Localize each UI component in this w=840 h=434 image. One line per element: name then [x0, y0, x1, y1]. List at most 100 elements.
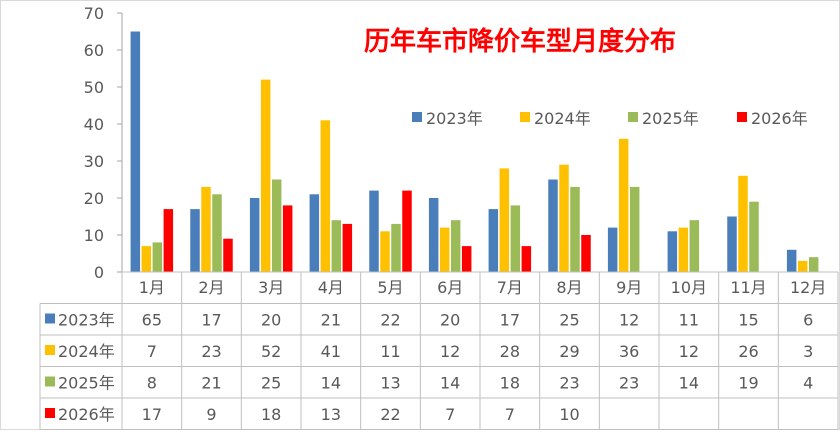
table-data-label: 3 [803, 342, 813, 361]
table-data-label: 17 [142, 405, 162, 424]
bar [488, 209, 499, 272]
bar [450, 220, 461, 272]
table-data-label: 29 [559, 342, 579, 361]
legend-swatch [520, 112, 530, 122]
table-series-swatch [45, 313, 55, 324]
table-data-label: 20 [261, 311, 281, 330]
table-data-label: 4 [803, 374, 813, 393]
y-tick-label: 0 [94, 263, 104, 282]
bar [559, 164, 569, 272]
table-category-label: 3月 [258, 278, 284, 297]
legend-label: 2025年 [642, 109, 699, 128]
table-series-label: 2024年 [58, 342, 115, 361]
table-category-label: 1月 [139, 278, 165, 297]
table-data-label: 26 [738, 342, 758, 361]
bar [260, 79, 271, 272]
bar [152, 242, 163, 272]
table-category-label: 2月 [198, 278, 224, 297]
table-data-label: 12 [679, 342, 699, 361]
bars-group [130, 31, 819, 272]
legend-swatch [628, 112, 638, 122]
table-data-label: 23 [619, 374, 639, 393]
bar [618, 138, 629, 272]
table-category-label: 4月 [318, 278, 344, 297]
bar [797, 260, 808, 272]
table-data-label: 17 [201, 311, 221, 330]
bar [428, 198, 439, 272]
y-tick-label: 20 [84, 189, 104, 208]
table-data-label: 10 [559, 405, 579, 424]
table-data-label: 7 [505, 405, 515, 424]
bar [689, 220, 700, 272]
bar [271, 179, 282, 272]
table-data-label: 21 [321, 311, 341, 330]
bar [223, 238, 233, 272]
bar [678, 227, 689, 272]
table-data-label: 7 [147, 342, 157, 361]
table-data-label: 11 [679, 311, 699, 330]
table-data-label: 22 [380, 405, 400, 424]
bar [141, 246, 152, 272]
bar [249, 198, 260, 272]
legend-swatch [737, 112, 747, 122]
table-data-label: 12 [619, 311, 639, 330]
bar [439, 227, 450, 272]
table-data-label: 23 [201, 342, 221, 361]
bar [629, 186, 640, 272]
table-data-label: 65 [142, 311, 162, 330]
bar [380, 231, 390, 272]
table-category-label: 5月 [377, 278, 403, 297]
bar [786, 249, 797, 272]
table-data-label: 11 [380, 342, 400, 361]
bar [190, 209, 200, 272]
bar [212, 194, 222, 272]
table-data-label: 18 [500, 374, 520, 393]
table-data-label: 19 [738, 374, 758, 393]
bar [391, 223, 401, 272]
legend: 2023年 2024年 2025年 2026年 [412, 109, 808, 128]
bar [282, 205, 293, 272]
table-data-label: 8 [147, 374, 157, 393]
bar [667, 231, 678, 272]
bar [749, 201, 759, 272]
table-data-label: 14 [679, 374, 699, 393]
table-data-label: 41 [321, 342, 341, 361]
table-series-swatch [45, 376, 55, 387]
bar [727, 216, 737, 272]
table-data-label: 15 [738, 311, 758, 330]
table-series-label: 2025年 [58, 374, 115, 393]
bar [461, 246, 472, 272]
table-data-label: 28 [500, 342, 520, 361]
table-data-label: 18 [261, 405, 281, 424]
table-data-label: 14 [321, 374, 341, 393]
table-data-label: 6 [803, 311, 813, 330]
table-data-label: 13 [380, 374, 400, 393]
legend-swatch [412, 112, 422, 122]
table-category-label: 6月 [437, 278, 463, 297]
table-data-label: 12 [440, 342, 460, 361]
bar [320, 120, 331, 272]
legend-label: 2023年 [426, 109, 483, 128]
table-data-label: 13 [321, 405, 341, 424]
bar [163, 209, 174, 272]
table-data-label: 36 [619, 342, 639, 361]
bar [570, 186, 580, 272]
bar [342, 223, 353, 272]
bar [309, 194, 320, 272]
table-category-label: 9月 [616, 278, 642, 297]
data-table: 1月 2月 3月 4月 5月 6月 7月 8月 9月 10月 11月 12月 2023年 65 17 20 21… [39, 271, 839, 430]
legend-label: 2026年 [751, 109, 808, 128]
bar [499, 168, 510, 272]
bar [738, 175, 748, 272]
table-data-label: 20 [440, 311, 460, 330]
y-tick-label: 60 [84, 41, 104, 60]
chart-title: 历年车市降价车型月度分布 [364, 26, 676, 57]
table-data-label: 25 [261, 374, 281, 393]
table-category-label: 8月 [556, 278, 582, 297]
y-tick-label: 40 [84, 115, 104, 134]
y-tick-label: 70 [84, 4, 104, 23]
table-data-label: 17 [500, 311, 520, 330]
bar [402, 190, 412, 272]
table-series-label: 2023年 [58, 311, 115, 330]
